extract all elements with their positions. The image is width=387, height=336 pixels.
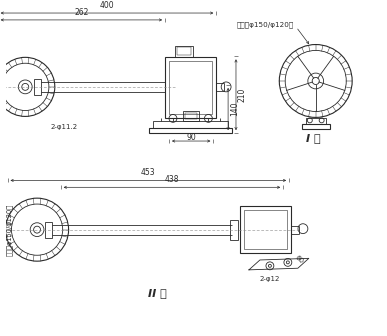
Bar <box>153 121 228 128</box>
Text: 262: 262 <box>74 8 89 17</box>
Bar <box>45 222 52 238</box>
Text: 140: 140 <box>230 102 239 116</box>
Text: 438: 438 <box>165 175 179 184</box>
Bar <box>240 206 291 253</box>
Text: 90: 90 <box>186 133 196 142</box>
Bar <box>177 47 191 55</box>
Bar <box>169 61 212 115</box>
Bar <box>230 220 238 240</box>
Text: 453: 453 <box>141 168 156 177</box>
Bar <box>302 124 329 129</box>
Bar <box>175 45 193 57</box>
Text: 轮盘（φ150/φ120）: 轮盘（φ150/φ120） <box>237 22 294 29</box>
Bar <box>165 57 216 118</box>
Text: II 型: II 型 <box>148 288 167 298</box>
Text: 轮盘（φ150/φ120）: 轮盘（φ150/φ120） <box>6 204 13 256</box>
Bar <box>244 210 287 249</box>
Text: 210: 210 <box>238 88 247 102</box>
Text: 2-φ11.2: 2-φ11.2 <box>51 124 78 130</box>
Text: 60: 60 <box>294 255 305 265</box>
Bar <box>34 79 41 95</box>
Bar <box>306 118 325 124</box>
Bar <box>149 128 232 133</box>
Text: 400: 400 <box>100 1 114 10</box>
Bar <box>183 112 199 121</box>
Bar <box>185 114 197 119</box>
Text: I 型: I 型 <box>306 133 320 143</box>
Text: 2-φ12: 2-φ12 <box>260 276 280 282</box>
